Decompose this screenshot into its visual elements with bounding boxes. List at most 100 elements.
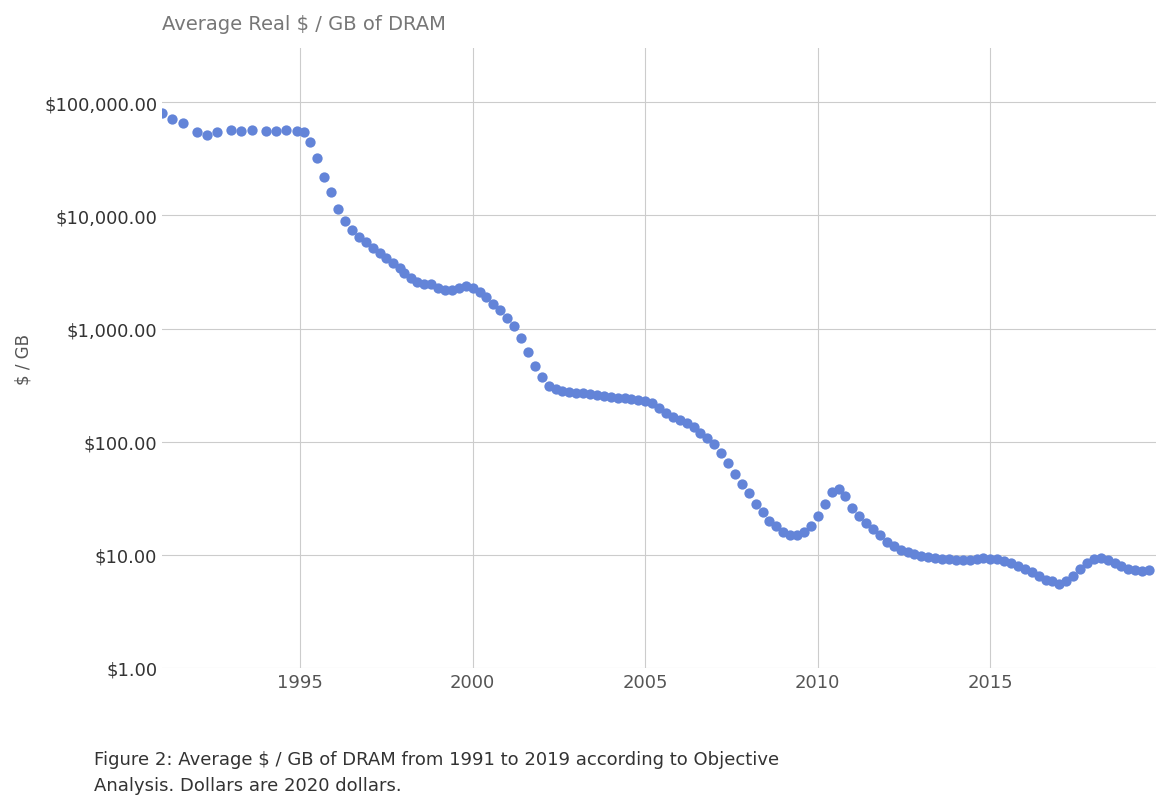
Point [429, 282, 447, 294]
Point [1127, 564, 1145, 577]
Point [294, 126, 313, 139]
Point [850, 510, 869, 523]
Point [905, 548, 924, 561]
Point [256, 125, 275, 138]
Point [402, 272, 420, 285]
Point [546, 383, 564, 396]
Point [1022, 566, 1041, 579]
Point [788, 529, 807, 541]
Point [329, 203, 348, 216]
Point [1132, 565, 1151, 577]
Point [1063, 569, 1082, 582]
Point [1098, 553, 1117, 566]
Point [443, 284, 461, 297]
Point [615, 391, 634, 404]
Point [967, 553, 986, 565]
Point [981, 553, 1000, 565]
Point [553, 385, 571, 398]
Point [753, 505, 772, 518]
Point [457, 280, 475, 293]
Point [588, 389, 607, 402]
Point [208, 126, 227, 139]
Point [267, 125, 286, 138]
Point [650, 402, 669, 415]
Point [1050, 578, 1069, 591]
Point [409, 276, 427, 289]
Point [287, 125, 306, 138]
Point [322, 187, 341, 200]
Point [712, 447, 731, 460]
Point [356, 237, 375, 249]
Point [822, 486, 841, 499]
Point [512, 333, 530, 346]
Point [643, 397, 662, 410]
Point [1070, 563, 1089, 576]
Point [995, 555, 1014, 568]
Point [477, 291, 495, 304]
Point [1077, 557, 1096, 569]
Point [960, 553, 979, 566]
Point [870, 529, 889, 541]
Point [664, 411, 683, 424]
Point [795, 525, 814, 538]
Point [746, 498, 765, 511]
Point [315, 171, 334, 184]
Point [1091, 552, 1110, 565]
Point [726, 468, 745, 480]
Point [349, 231, 368, 244]
Point [595, 390, 614, 403]
Point [173, 117, 192, 130]
Point [221, 124, 240, 137]
Point [912, 549, 931, 562]
Point [519, 346, 537, 359]
Point [450, 282, 468, 294]
Point [988, 553, 1007, 566]
Point [733, 478, 752, 491]
Point [1008, 560, 1027, 573]
Point [395, 267, 413, 280]
Point [308, 152, 327, 165]
Point [808, 510, 827, 523]
Point [1029, 569, 1048, 582]
Point [774, 525, 793, 538]
Point [567, 387, 586, 399]
Point [377, 253, 396, 265]
Y-axis label: $ / GB: $ / GB [15, 333, 33, 384]
Point [884, 540, 903, 553]
Point [232, 125, 251, 138]
Point [946, 553, 965, 566]
Point [857, 517, 876, 530]
Point [498, 312, 516, 325]
Point [891, 544, 910, 557]
Point [864, 523, 883, 536]
Point [152, 107, 171, 120]
Point [657, 407, 676, 419]
Point [767, 520, 786, 533]
Point [974, 552, 993, 565]
Point [705, 438, 724, 451]
Point [719, 457, 738, 470]
Point [602, 391, 621, 403]
Point [629, 394, 648, 407]
Point [698, 432, 717, 445]
Point [608, 391, 626, 404]
Point [484, 298, 502, 311]
Point [877, 536, 896, 549]
Point [684, 421, 703, 434]
Point [370, 247, 389, 260]
Point [1057, 575, 1076, 588]
Point [533, 371, 552, 384]
Point [526, 360, 545, 373]
Point [363, 242, 382, 255]
Point [898, 546, 917, 559]
Point [1139, 564, 1158, 577]
Point [926, 552, 945, 565]
Point [415, 277, 433, 290]
Point [581, 388, 600, 401]
Point [198, 129, 217, 142]
Point [781, 529, 800, 541]
Point [829, 483, 848, 496]
Point [1119, 563, 1138, 576]
Point [242, 124, 261, 137]
Text: Figure 2: Average $ / GB of DRAM from 1991 to 2019 according to Objective
Analys: Figure 2: Average $ / GB of DRAM from 19… [94, 750, 779, 794]
